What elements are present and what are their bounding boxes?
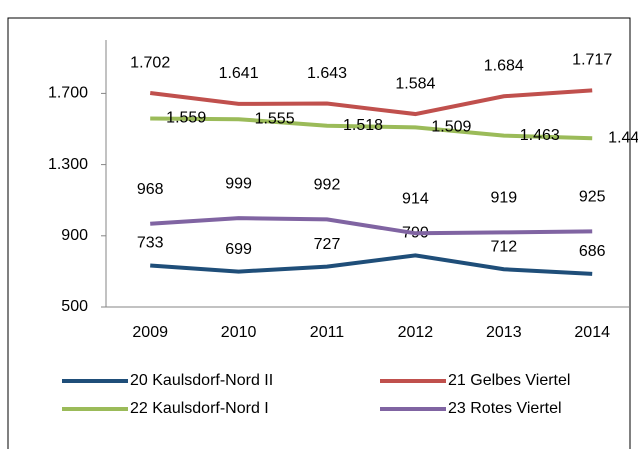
data-label: 1.559 [166,110,206,127]
data-label: 1.555 [255,110,295,127]
data-label: 733 [137,235,164,252]
legend-label: 22 Kaulsdorf-Nord I [130,400,269,417]
data-label: 686 [579,243,606,260]
data-label: 999 [225,175,252,192]
series-line [149,88,593,117]
series-line [150,116,593,141]
series-line [150,216,593,236]
y-tick-label: 1.700 [48,85,88,102]
data-label: 1.509 [431,119,471,136]
data-label: 925 [579,189,606,206]
data-label: 727 [314,236,341,253]
x-tick-label: 2009 [132,324,168,341]
data-label: 1.584 [395,75,435,92]
legend-label: 21 Gelbes Viertel [448,372,570,389]
data-label: 1.518 [343,117,383,134]
x-tick-label: 2014 [574,324,610,341]
y-tick-label: 500 [61,298,88,315]
data-label: 1.641 [219,65,259,82]
y-tick-label: 1.300 [48,156,88,173]
data-label: 919 [490,190,517,207]
data-label: 1.643 [307,65,347,82]
data-label: 1.448 [608,129,638,146]
data-label: 968 [137,181,164,198]
data-label: 992 [314,177,341,194]
chart-frame [7,17,631,449]
x-tick-label: 2013 [486,324,522,341]
series-line [150,253,593,276]
data-label: 712 [490,238,517,255]
x-tick-label: 2012 [398,324,434,341]
x-tick-label: 2011 [310,324,345,341]
data-label: 1.684 [484,57,524,74]
legend-label: 20 Kaulsdorf-Nord II [130,372,273,389]
data-label: 1.463 [520,127,560,144]
data-label: 1.702 [130,54,170,71]
y-tick-label: 900 [61,227,88,244]
x-tick-label: 2010 [221,324,257,341]
data-label: 914 [402,191,429,208]
data-label: 699 [225,241,252,258]
data-label: 1.717 [572,52,612,69]
legend-label: 23 Rotes Viertel [448,400,562,417]
